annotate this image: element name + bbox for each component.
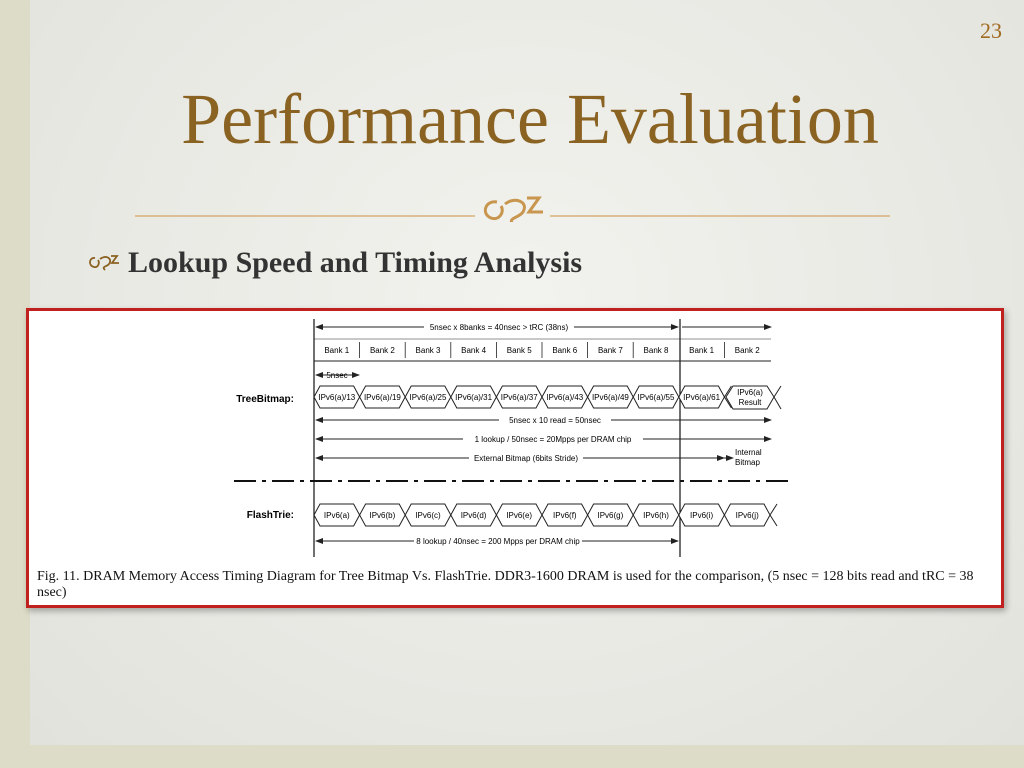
flashtrie-cell-label: IPv6(f) [553, 511, 577, 520]
flashtrie-cell-label: IPv6(g) [598, 511, 624, 520]
slide: 23 Performance Evaluation Lookup Speed a… [26, 0, 1024, 745]
slide-title: Performance Evaluation [181, 79, 879, 159]
ornament-icon [483, 196, 543, 222]
external-bitmap-label: External Bitmap (6bits Stride) [474, 454, 578, 463]
timing-diagram: 5nsec x 8banks = 40nsec > tRC (38ns) Ban… [234, 319, 794, 557]
treebitmap-cell-label: IPv6(a)/43 [546, 393, 583, 402]
flashtrie-cell-label: IPv6(c) [415, 511, 441, 520]
flashtrie-cell-label: IPv6(b) [370, 511, 396, 520]
flashtrie-label: FlashTrie: [247, 510, 294, 521]
bank-label: Bank 1 [324, 346, 349, 355]
treebitmap-rate-label: 1 lookup / 50nsec = 20Mpps per DRAM chip [475, 435, 632, 444]
flashtrie-rate-label: 8 lookup / 40nsec = 200 Mpps per DRAM ch… [416, 537, 580, 546]
step-label: 5nsec [326, 371, 347, 380]
reads-label: 5nsec x 10 read = 50nsec [509, 416, 601, 425]
bullet-ornament-icon [89, 255, 119, 271]
flashtrie-cell-label: IPv6(i) [690, 511, 713, 520]
flashtrie-cell-label: IPv6(d) [461, 511, 487, 520]
page-number: 23 [980, 18, 1002, 43]
flashtrie-cell-label: IPv6(h) [643, 511, 669, 520]
bank-label: Bank 6 [552, 346, 577, 355]
treebitmap-cell-label: IPv6(a)/49 [592, 393, 629, 402]
internal-line1: Internal [735, 448, 762, 457]
treebitmap-tail [723, 396, 732, 409]
timing-figure: 5nsec x 8banks = 40nsec > tRC (38ns) Ban… [26, 308, 1004, 608]
result-line1: IPv6(a) [737, 388, 763, 397]
bullet-text: Lookup Speed and Timing Analysis [128, 246, 583, 279]
bank-label: Bank 2 [370, 346, 395, 355]
bank-label: Bank 4 [461, 346, 486, 355]
top-span-label: 5nsec x 8banks = 40nsec > tRC (38ns) [430, 323, 569, 332]
bank-label: Bank 1 [689, 346, 714, 355]
bank-label: Bank 7 [598, 346, 623, 355]
internal-line2: Bitmap [735, 458, 760, 467]
flashtrie-cell-label: IPv6(j) [736, 511, 759, 520]
title-divider [135, 196, 890, 222]
bank-label: Bank 2 [735, 346, 760, 355]
treebitmap-cell-label: IPv6(a)/25 [410, 393, 447, 402]
flashtrie-tail [769, 514, 778, 527]
treebitmap-cell-label: IPv6(a)/37 [501, 393, 538, 402]
treebitmap-label: TreeBitmap: [236, 394, 294, 405]
flashtrie-cell-label: IPv6(a) [324, 511, 350, 520]
treebitmap-cell-label: IPv6(a)/55 [638, 393, 675, 402]
treebitmap-tail [723, 385, 732, 398]
bank-label: Bank 3 [416, 346, 441, 355]
treebitmap-cell-label: IPv6(a)/31 [455, 393, 492, 402]
treebitmap-cell-label: IPv6(a)/19 [364, 393, 401, 402]
figure-caption: Fig. 11. DRAM Memory Access Timing Diagr… [37, 569, 974, 600]
bank-label: Bank 5 [507, 346, 532, 355]
bullet-item: Lookup Speed and Timing Analysis [86, 246, 582, 280]
treebitmap-cell-label: IPv6(a)/13 [318, 393, 355, 402]
flashtrie-cell-label: IPv6(e) [506, 511, 532, 520]
treebitmap-cell-label: IPv6(a)/61 [683, 393, 720, 402]
bank-label: Bank 8 [644, 346, 669, 355]
flashtrie-tail [769, 503, 778, 516]
result-line2: Result [739, 398, 762, 407]
